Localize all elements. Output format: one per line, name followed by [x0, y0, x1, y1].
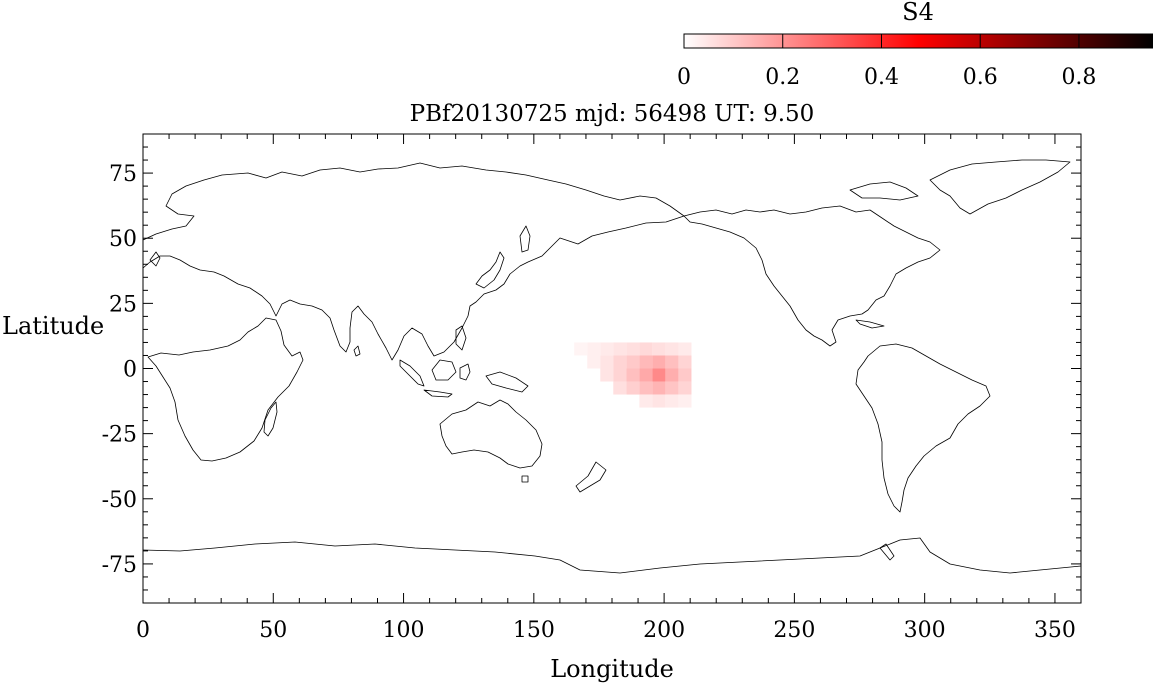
- x-tick-label: 200: [643, 618, 685, 643]
- colorbar-ticks: 0 0.2 0.4 0.6 0.8: [677, 34, 1096, 90]
- coastline-north-america: [683, 205, 941, 347]
- coastline-madagascar: [263, 401, 278, 437]
- coastline-new-guinea: [485, 371, 529, 393]
- heatmap-cell: [574, 342, 588, 356]
- coastline-sumatra: [399, 359, 425, 387]
- colorbar: S4 0 0.2 0.4 0.6 0.8: [677, 0, 1153, 90]
- colorbar-tick-label: 0.4: [864, 65, 899, 90]
- y-axis-title: Latitude: [2, 312, 104, 340]
- y-axis: 75 50 25 0 -25 -50 -75: [102, 146, 1081, 591]
- heatmap-cell: [626, 355, 640, 369]
- coastline-arctic-islands: [849, 181, 919, 201]
- x-tick-label: 150: [513, 618, 555, 643]
- heatmap-cell: [652, 368, 666, 382]
- heatmap-cell: [639, 368, 653, 382]
- heatmap-cell: [639, 355, 653, 369]
- heatmap-cell: [587, 342, 601, 356]
- heatmap-cell: [652, 394, 666, 408]
- coastline-south-america: [855, 343, 991, 513]
- coastline-java: [423, 389, 453, 398]
- y-tick-label: 0: [123, 358, 137, 383]
- heatmap-cell: [665, 342, 679, 356]
- s4-heatmap: [574, 342, 692, 408]
- colorbar-tick-label: 0.8: [1061, 65, 1096, 90]
- heatmap-cell: [665, 394, 679, 408]
- y-tick-label: 75: [109, 162, 137, 187]
- coastline-antarctica: [143, 537, 1081, 574]
- colorbar-gradient: [683, 33, 1153, 49]
- heatmap-cell: [613, 381, 627, 395]
- coastline-greenland: [929, 159, 1071, 215]
- heatmap-cell: [587, 355, 601, 369]
- coastline-eurasia: [143, 162, 685, 361]
- heatmap-cell: [678, 381, 692, 395]
- coastline-sri-lanka: [353, 345, 361, 357]
- coastline-cuba: [855, 319, 885, 329]
- coastline-australia: [439, 399, 543, 469]
- heatmap-cell: [665, 381, 679, 395]
- heatmap-cell: [678, 355, 692, 369]
- heatmap-cell: [613, 355, 627, 369]
- x-tick-label: 0: [136, 618, 150, 643]
- x-tick-label: 250: [773, 618, 815, 643]
- x-axis-title: Longitude: [550, 655, 674, 683]
- heatmap-cell: [678, 342, 692, 356]
- y-tick-label: 25: [109, 292, 137, 317]
- coastline-british-isles: [149, 251, 161, 267]
- heatmap-cell: [665, 355, 679, 369]
- coastline-kamchatka: [519, 225, 531, 253]
- plot-title: PBf20130725 mjd: 56498 UT: 9.50: [410, 101, 815, 127]
- coastline-japan: [475, 251, 505, 289]
- x-tick-label: 100: [383, 618, 425, 643]
- coastline-antarctic-peninsula: [879, 543, 895, 561]
- heatmap-cell: [678, 368, 692, 382]
- coastline-tasmania: [521, 475, 529, 483]
- heatmap-cell: [652, 355, 666, 369]
- heatmap-cell: [600, 355, 614, 369]
- coastline-new-zealand: [575, 461, 607, 493]
- colorbar-tick-label: 0: [677, 65, 691, 90]
- heatmap-cell: [626, 368, 640, 382]
- heatmap-cell: [613, 368, 627, 382]
- y-tick-label: -50: [102, 488, 137, 513]
- heatmap-cell: [652, 342, 666, 356]
- heatmap-cell: [639, 394, 653, 408]
- coastline-sulawesi: [459, 363, 471, 381]
- heatmap-cell: [652, 381, 666, 395]
- heatmap-cell: [639, 381, 653, 395]
- coastline-africa: [147, 317, 304, 462]
- x-tick-label: 50: [259, 618, 287, 643]
- heatmap-cell: [678, 394, 692, 408]
- colorbar-label: S4: [902, 0, 934, 26]
- y-tick-label: -25: [102, 423, 137, 448]
- x-tick-label: 350: [1034, 618, 1076, 643]
- heatmap-cell: [665, 368, 679, 382]
- y-tick-label: -75: [102, 553, 137, 578]
- y-tick-label: 50: [109, 227, 137, 252]
- colorbar-tick-label: 0.6: [963, 65, 998, 90]
- heatmap-cell: [626, 342, 640, 356]
- heatmap-cell: [626, 381, 640, 395]
- colorbar-tick-label: 0.2: [765, 65, 800, 90]
- coastlines: [143, 159, 1081, 574]
- heatmap-cell: [600, 342, 614, 356]
- heatmap-cell: [600, 368, 614, 382]
- x-axis: 0 50 100 150 200 250 300 350: [136, 134, 1082, 643]
- coastline-borneo: [431, 359, 457, 381]
- heatmap-cell: [639, 342, 653, 356]
- coastline-philippines: [455, 325, 467, 351]
- x-tick-label: 300: [904, 618, 946, 643]
- heatmap-cell: [613, 342, 627, 356]
